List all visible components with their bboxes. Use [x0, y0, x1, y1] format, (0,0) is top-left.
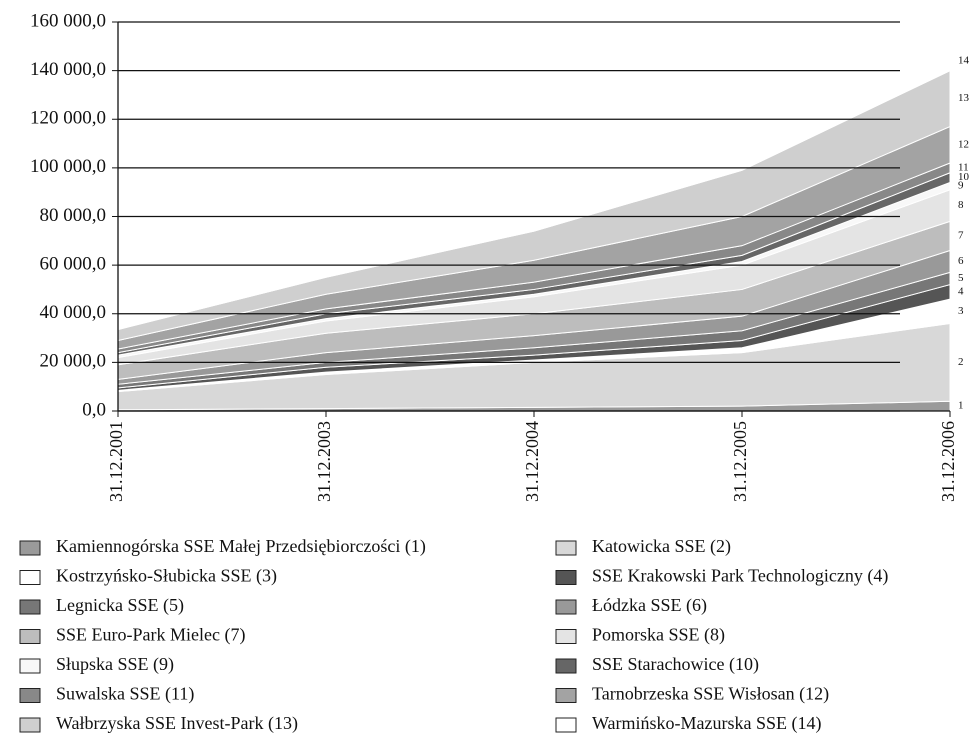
area — [117, 50, 951, 331]
y-tick-label: 0,0 — [82, 399, 106, 420]
legend-label: Kostrzyńsko-Słubicka SSE (3) — [56, 566, 277, 587]
legend-label: Pomorska SSE (8) — [592, 625, 725, 646]
side-label: 2 — [958, 356, 964, 368]
legend-swatch — [19, 717, 41, 733]
side-label: 4 — [958, 285, 964, 297]
side-label: 11 — [958, 161, 969, 173]
legend-swatch — [19, 629, 41, 644]
y-tick-label: 120 000,0 — [30, 108, 106, 129]
side-label: 10 — [958, 171, 970, 183]
x-tick-label: 31.12.2001 — [106, 421, 126, 502]
y-tick-label: 60 000,0 — [40, 253, 107, 274]
side-label: 12 — [958, 138, 969, 150]
legend-label: SSE Euro-Park Mielec (7) — [56, 625, 245, 646]
y-tick-label: 140 000,0 — [30, 59, 106, 80]
legend-label: SSE Krakowski Park Technologiczny (4) — [592, 566, 888, 587]
legend-swatch — [555, 658, 577, 674]
legend-label: Wałbrzyska SSE Invest-Park (13) — [56, 713, 298, 734]
y-tick-label: 160 000,0 — [30, 10, 106, 31]
legend-swatch — [555, 599, 577, 615]
legend-label: SSE Starachowice (10) — [592, 654, 759, 675]
side-label: 13 — [958, 92, 970, 104]
legend-swatch — [19, 570, 41, 585]
legend-swatch — [555, 540, 577, 556]
legend-label: Suwalska SSE (11) — [56, 684, 194, 705]
side-label: 7 — [958, 229, 964, 241]
side-label: 9 — [958, 180, 964, 192]
side-label: 14 — [958, 54, 970, 66]
y-tick-label: 100 000,0 — [30, 156, 106, 177]
legend-label: Legnicka SSE (5) — [56, 595, 184, 616]
legend-swatch — [19, 540, 41, 556]
legend-label: Warmińsko-Mazurska SSE (14) — [592, 713, 822, 734]
side-label: 1 — [958, 400, 964, 412]
legend-swatch — [555, 570, 577, 585]
y-tick-label: 40 000,0 — [40, 302, 107, 323]
legend-swatch — [555, 629, 577, 644]
legend-swatch — [19, 658, 41, 674]
side-label: 6 — [958, 255, 964, 267]
y-tick-label: 80 000,0 — [40, 205, 107, 226]
x-tick-label: 31.12.2006 — [938, 421, 958, 502]
legend-label: Słupska SSE (9) — [56, 654, 174, 675]
legend-label: Tarnobrzeska SSE Wisłosan (12) — [592, 684, 829, 705]
y-tick-label: 20 000,0 — [40, 351, 107, 372]
legend-label: Kamiennogórska SSE Małej Przedsiębiorczo… — [56, 536, 426, 557]
x-tick-label: 31.12.2003 — [314, 421, 334, 502]
side-label: 5 — [958, 272, 964, 284]
legend-label: Katowicka SSE (2) — [592, 536, 731, 557]
legend-swatch — [19, 599, 41, 615]
x-tick-label: 31.12.2004 — [522, 421, 542, 502]
legend-label: Łódzka SSE (6) — [592, 595, 707, 616]
legend-swatch — [555, 717, 577, 733]
side-label: 3 — [958, 305, 964, 317]
side-label: 8 — [958, 199, 964, 211]
legend-swatch — [19, 688, 41, 703]
legend-swatch — [555, 688, 577, 703]
x-tick-label: 31.12.2005 — [730, 421, 750, 502]
